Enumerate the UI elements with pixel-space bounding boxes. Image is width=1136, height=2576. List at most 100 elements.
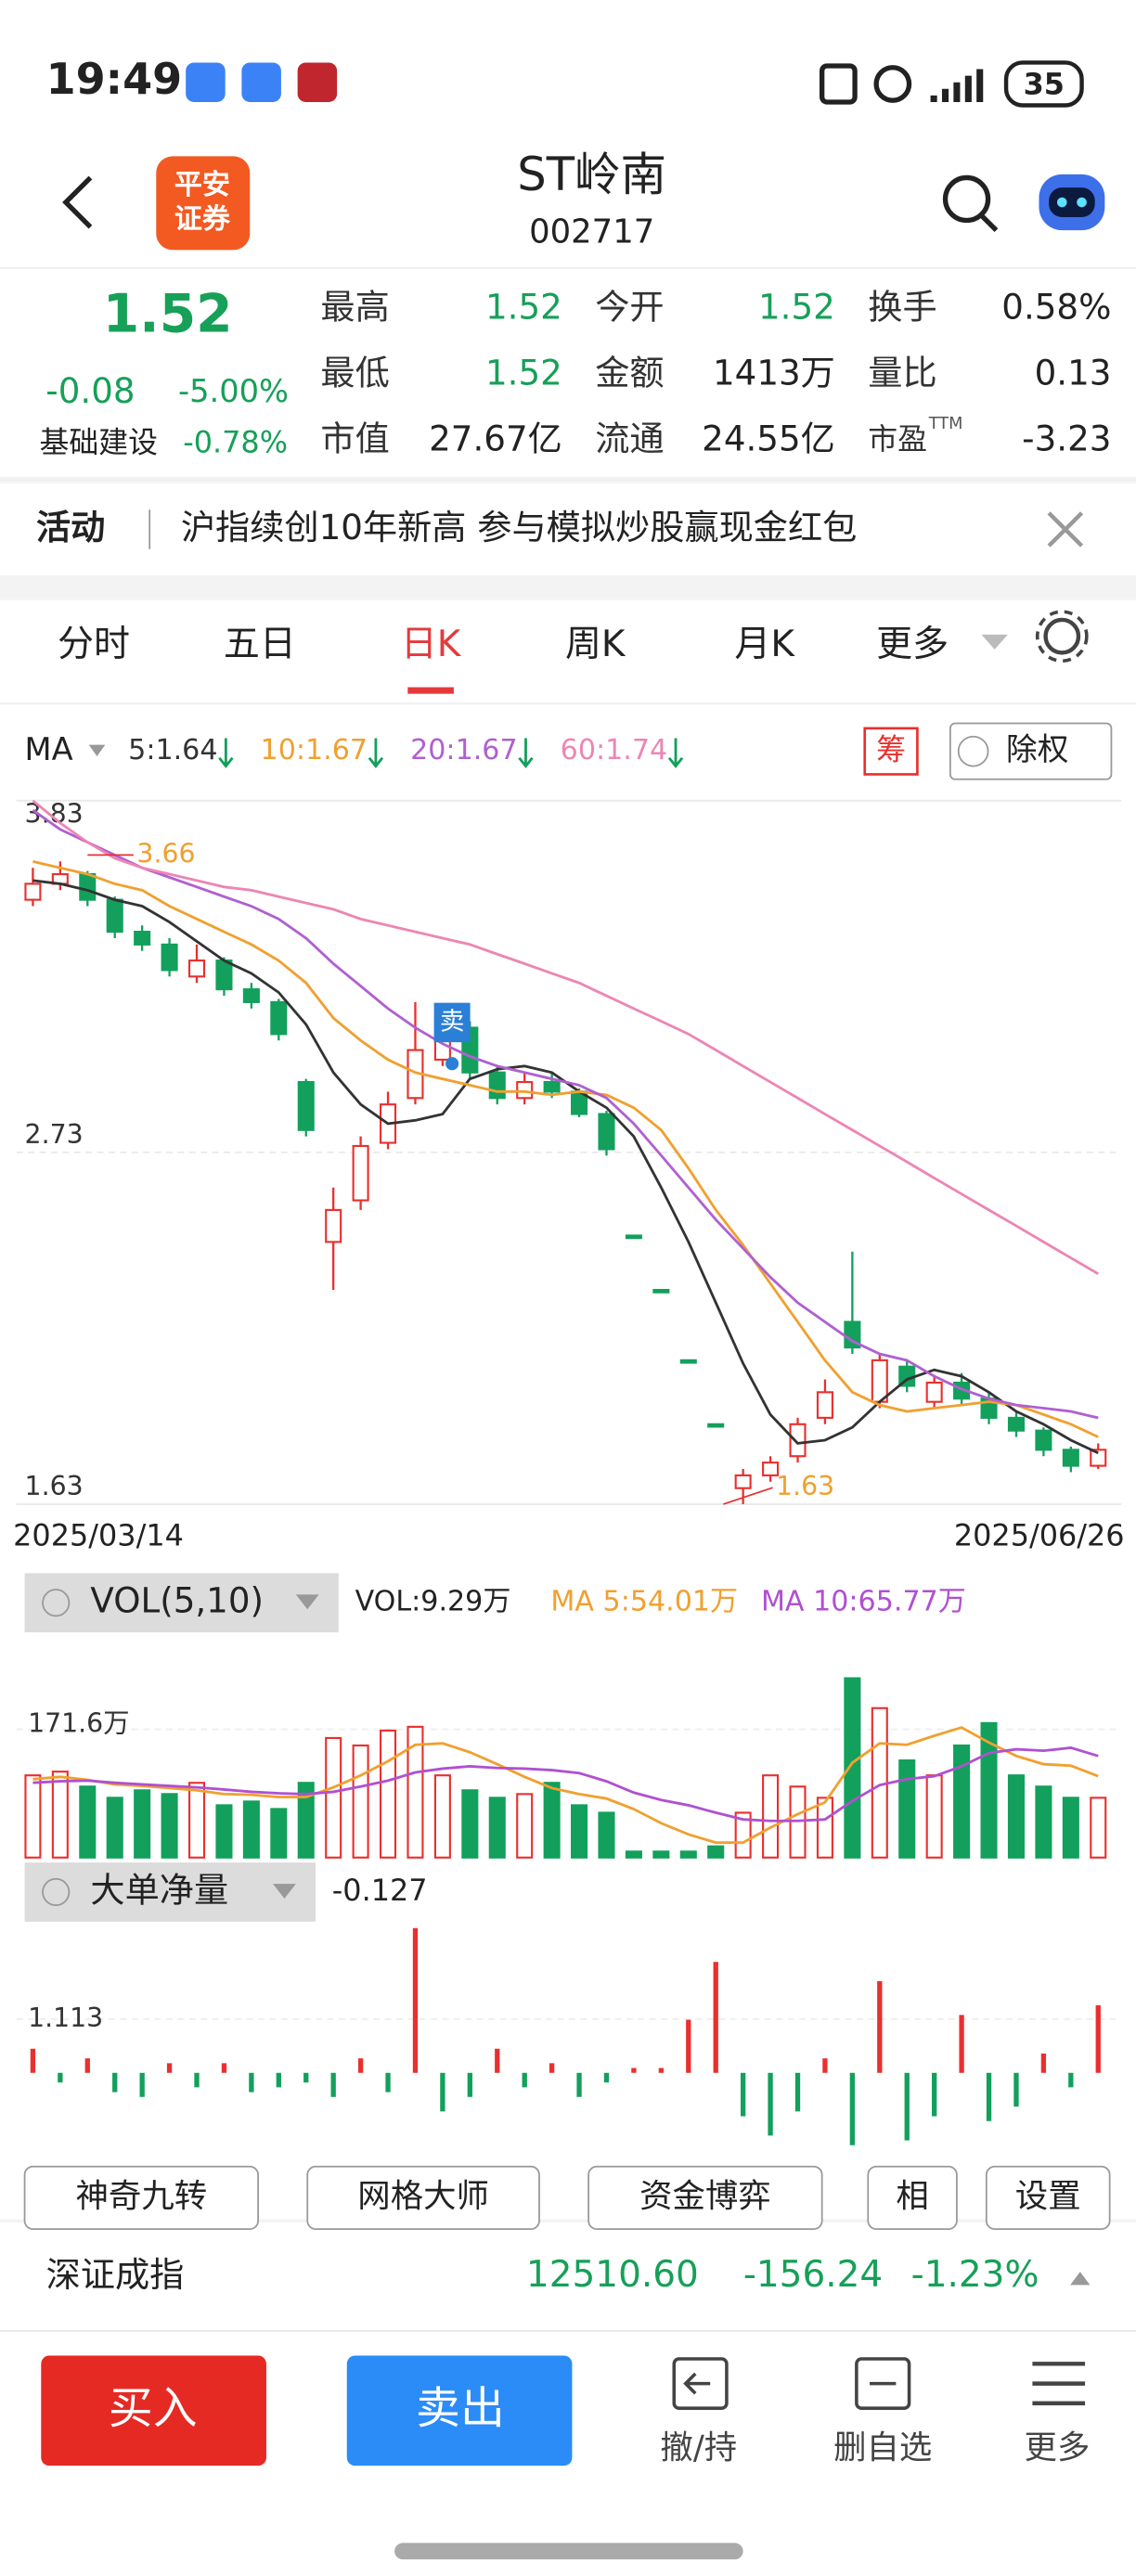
trend-arrow xyxy=(667,738,684,768)
stat-label: 市盈 xyxy=(868,421,927,457)
y-tick-label: 1.113 xyxy=(28,2003,103,2033)
candle-body xyxy=(816,1391,833,1419)
volume-title: VOL(5,10) xyxy=(90,1580,264,1621)
start-date: 2025/03/14 xyxy=(13,1517,184,1552)
dadan-bar xyxy=(849,2072,856,2145)
dadan-bar xyxy=(166,2063,173,2073)
stat-value: 27.67亿 xyxy=(429,418,562,458)
sell-button[interactable] xyxy=(346,2355,573,2467)
search-button[interactable] xyxy=(942,174,991,224)
volume-bar xyxy=(297,1782,315,1859)
expand-icon[interactable] xyxy=(1070,2272,1091,2286)
stat-value: 1413万 xyxy=(713,353,835,393)
candle-body xyxy=(352,1144,369,1202)
stat-label: 市值 xyxy=(320,418,389,458)
stock-name: ST岭南 xyxy=(517,148,666,201)
banner-panel xyxy=(0,483,1136,576)
volume-bar xyxy=(734,1811,752,1859)
volume-chart: 171.6万 MA 5:54.01万 MA 10:65.77万 xyxy=(16,1586,1122,1859)
volume-bar xyxy=(516,1793,534,1859)
dadan-bar xyxy=(330,2072,336,2097)
buy-button[interactable] xyxy=(41,2355,266,2467)
volume-bar xyxy=(707,1845,725,1859)
candle-body xyxy=(488,1071,506,1100)
alarm-icon xyxy=(873,65,912,103)
banner-text[interactable]: 沪指续创10年新高 参与模拟炒股赢现金红包 xyxy=(181,507,858,547)
rights-button[interactable] xyxy=(949,722,1113,780)
dadan-bar xyxy=(658,2067,665,2073)
stat-label: 流通 xyxy=(595,418,664,458)
dropdown-icon xyxy=(88,744,106,756)
search-button xyxy=(979,213,999,233)
chip-button[interactable] xyxy=(863,727,919,776)
y-tick-label: 1.63 xyxy=(25,1471,84,1501)
close-button[interactable] xyxy=(1047,511,1084,547)
dadan-bar xyxy=(412,1927,419,2073)
info-icon xyxy=(957,735,989,767)
tab[interactable]: 月K xyxy=(734,624,795,665)
index-change: -156.24 xyxy=(743,2254,883,2296)
candle-body xyxy=(762,1462,780,1476)
last-price: 1.52 xyxy=(103,284,233,345)
dadan-bar xyxy=(58,2072,63,2083)
assistant-face xyxy=(1049,187,1095,217)
dadan-bar xyxy=(549,2063,555,2073)
action-label[interactable]: 撤/持 xyxy=(660,2428,737,2467)
volume-bar xyxy=(625,1850,642,1859)
tab[interactable]: 更多 xyxy=(876,624,949,665)
tab[interactable]: 日K xyxy=(401,624,462,665)
legend-entry: MA 5:54.01万 xyxy=(550,1586,738,1618)
back-button[interactable] xyxy=(62,175,93,229)
candle-body xyxy=(543,1080,561,1093)
tab[interactable]: 周K xyxy=(565,624,626,665)
volume-bar xyxy=(543,1782,561,1859)
tool-button[interactable] xyxy=(985,2165,1111,2230)
tool-label: 神奇九转 xyxy=(76,2177,208,2215)
action-icon xyxy=(683,2372,711,2395)
legend-entry: 20:1.67 xyxy=(410,734,518,766)
settings-button[interactable] xyxy=(1043,617,1081,655)
dropdown-icon xyxy=(981,634,1008,650)
low-marker xyxy=(723,1487,773,1505)
stat-value: 1.52 xyxy=(758,287,835,328)
dadan-bar xyxy=(740,2072,746,2117)
dadan-bar xyxy=(904,2072,910,2141)
tool-button[interactable] xyxy=(23,2165,259,2230)
indicator-selector[interactable] xyxy=(24,1862,316,1922)
dadan-bar xyxy=(768,2072,773,2136)
tool-label: 相 xyxy=(896,2177,928,2215)
tool-button[interactable] xyxy=(306,2165,540,2230)
volume-legend: VOL:9.29万 xyxy=(355,1586,511,1618)
volume-bar xyxy=(380,1729,397,1859)
action-label[interactable]: 删自选 xyxy=(833,2428,932,2467)
tool-label: 网格大师 xyxy=(357,2177,489,2215)
dadan-bar xyxy=(986,2072,992,2121)
volume-bar xyxy=(352,1744,369,1859)
volume-bar xyxy=(270,1808,288,1859)
tab-underline xyxy=(407,687,454,694)
y-tick-label: 2.73 xyxy=(25,1119,84,1150)
stat-value: 0.13 xyxy=(1035,353,1112,393)
sector-name: 基础建设 xyxy=(40,424,159,459)
action-icon xyxy=(1032,2362,1086,2406)
candle-body xyxy=(297,1080,315,1131)
quote-stats: 最高 1.52 今开 1.52 换手 0.58% 最低 1.52 金额 1413万 量比 0.13 市值… xyxy=(320,287,1111,459)
candle-body xyxy=(1007,1416,1025,1432)
stat-label: 换手 xyxy=(868,287,936,328)
legend-entry: 10:1.67 xyxy=(261,734,368,766)
buy-label: 买入 xyxy=(109,2384,198,2435)
dadan-title: 大单净量 xyxy=(90,1869,228,1910)
action-icon xyxy=(855,2357,911,2410)
stat-label: 量比 xyxy=(868,353,936,393)
tab[interactable]: 分时 xyxy=(58,624,130,665)
tool-button[interactable] xyxy=(587,2165,823,2230)
tab[interactable]: 五日 xyxy=(224,624,296,665)
action-label[interactable]: 更多 xyxy=(1025,2428,1091,2467)
volume-ma-line xyxy=(32,1746,1099,1823)
tool-button[interactable] xyxy=(867,2165,958,2230)
ma-label[interactable]: MA xyxy=(25,731,73,767)
volume-bar xyxy=(488,1797,506,1859)
volume-bar xyxy=(898,1759,916,1859)
candle-body xyxy=(79,872,97,901)
indicator-selector[interactable] xyxy=(24,1573,339,1633)
